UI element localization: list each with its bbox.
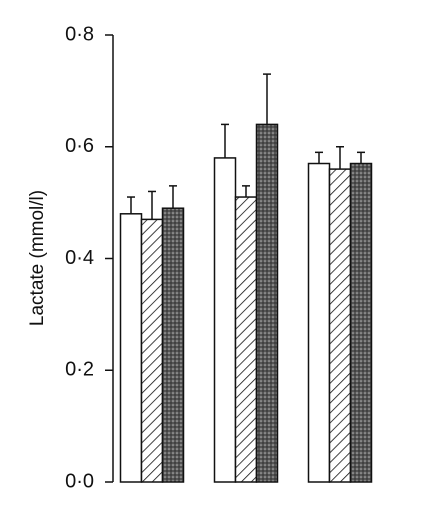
y-tick-label: 0·4 (65, 247, 94, 269)
y-tick-label: 0·2 (65, 359, 94, 381)
y-axis-label: Lactate (mmol/l) (27, 190, 48, 326)
bar (213, 157, 237, 483)
bar (140, 218, 164, 483)
bar (234, 196, 258, 483)
y-tick-label: 0·6 (65, 135, 94, 157)
y-tick-label: 0·0 (65, 470, 94, 492)
y-tick-label: 0·8 (65, 23, 94, 45)
bar (161, 207, 185, 483)
bar (255, 123, 279, 483)
bar (307, 162, 331, 483)
bar (328, 168, 352, 483)
bar (119, 213, 143, 483)
bar (349, 162, 373, 483)
